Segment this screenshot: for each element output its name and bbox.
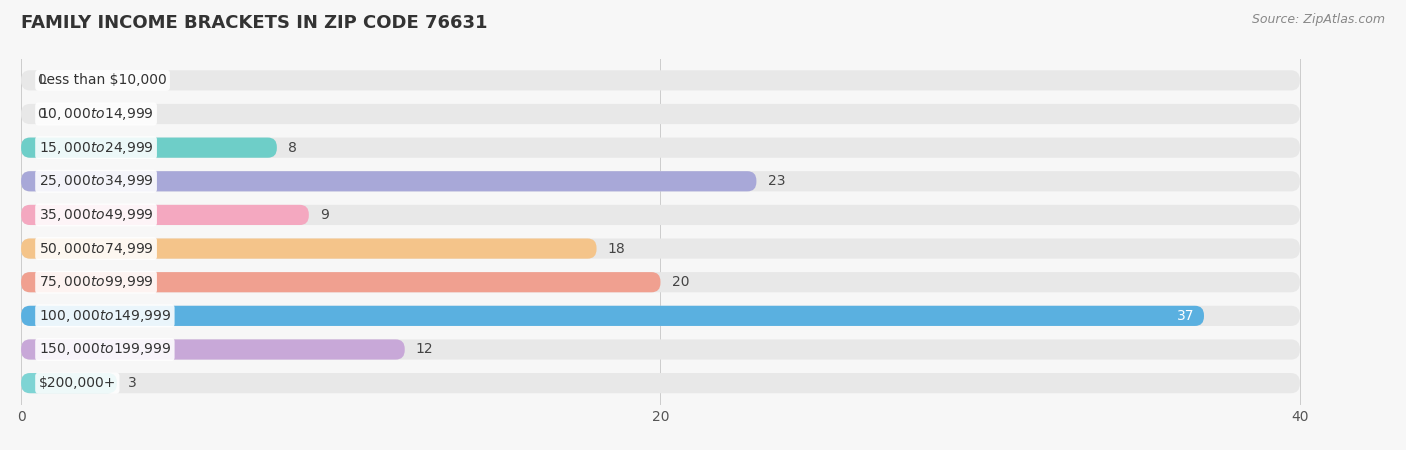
FancyBboxPatch shape xyxy=(21,138,277,158)
Text: Less than $10,000: Less than $10,000 xyxy=(39,73,166,87)
FancyBboxPatch shape xyxy=(21,138,1301,158)
FancyBboxPatch shape xyxy=(21,205,1301,225)
FancyBboxPatch shape xyxy=(21,171,756,191)
FancyBboxPatch shape xyxy=(21,70,1301,90)
FancyBboxPatch shape xyxy=(21,238,1301,259)
Text: 12: 12 xyxy=(416,342,433,356)
Text: Source: ZipAtlas.com: Source: ZipAtlas.com xyxy=(1251,14,1385,27)
Text: $50,000 to $74,999: $50,000 to $74,999 xyxy=(39,241,153,256)
FancyBboxPatch shape xyxy=(21,373,1301,393)
Text: $25,000 to $34,999: $25,000 to $34,999 xyxy=(39,173,153,189)
Text: 20: 20 xyxy=(672,275,689,289)
FancyBboxPatch shape xyxy=(21,272,1301,292)
FancyBboxPatch shape xyxy=(21,373,117,393)
Text: $15,000 to $24,999: $15,000 to $24,999 xyxy=(39,140,153,156)
Text: 37: 37 xyxy=(1177,309,1194,323)
Text: $150,000 to $199,999: $150,000 to $199,999 xyxy=(39,342,172,357)
FancyBboxPatch shape xyxy=(21,238,596,259)
Text: $75,000 to $99,999: $75,000 to $99,999 xyxy=(39,274,153,290)
Text: 9: 9 xyxy=(321,208,329,222)
FancyBboxPatch shape xyxy=(21,339,405,360)
Text: FAMILY INCOME BRACKETS IN ZIP CODE 76631: FAMILY INCOME BRACKETS IN ZIP CODE 76631 xyxy=(21,14,488,32)
FancyBboxPatch shape xyxy=(21,306,1301,326)
Text: 0: 0 xyxy=(37,107,46,121)
FancyBboxPatch shape xyxy=(21,339,1301,360)
Text: $100,000 to $149,999: $100,000 to $149,999 xyxy=(39,308,172,324)
Text: 8: 8 xyxy=(288,141,297,155)
FancyBboxPatch shape xyxy=(21,104,1301,124)
Text: $10,000 to $14,999: $10,000 to $14,999 xyxy=(39,106,153,122)
Text: 3: 3 xyxy=(128,376,136,390)
FancyBboxPatch shape xyxy=(21,171,1301,191)
Text: $200,000+: $200,000+ xyxy=(39,376,117,390)
Text: $35,000 to $49,999: $35,000 to $49,999 xyxy=(39,207,153,223)
FancyBboxPatch shape xyxy=(21,306,1204,326)
Text: 23: 23 xyxy=(768,174,785,188)
Text: 0: 0 xyxy=(37,73,46,87)
FancyBboxPatch shape xyxy=(21,205,309,225)
Text: 18: 18 xyxy=(607,242,626,256)
FancyBboxPatch shape xyxy=(21,272,661,292)
